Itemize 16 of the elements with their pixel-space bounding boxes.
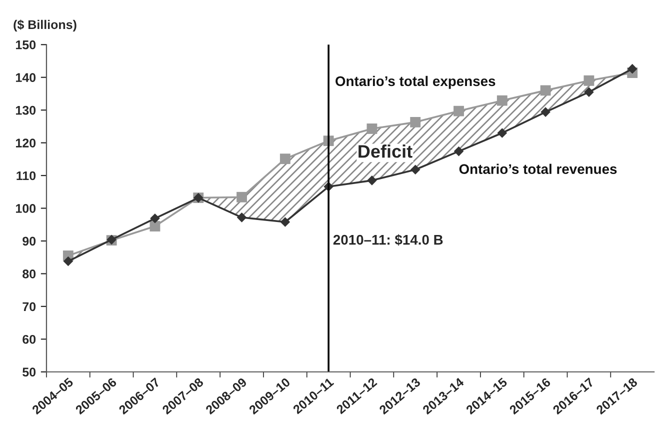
series-label: Ontario’s total revenues — [459, 164, 617, 174]
y-axis-title: ($ Billions) — [14, 20, 76, 32]
y-tick-label: 60 — [22, 334, 36, 344]
y-tick-label: 130 — [16, 106, 36, 115]
y-tick-label: 90 — [22, 236, 36, 246]
y-tick-label: 150 — [16, 40, 36, 50]
ref-line-label: 2010–11: $14.0 B — [333, 234, 443, 246]
series-label: Ontario’s total expenses — [336, 76, 496, 89]
y-tick-label: 100 — [16, 204, 36, 213]
y-tick-label: 70 — [22, 302, 36, 312]
y-tick-label: 140 — [16, 73, 36, 82]
y-tick-label: 80 — [22, 270, 36, 278]
y-tick-label: 110 — [16, 171, 36, 180]
annotation: Deficit — [358, 144, 412, 158]
y-tick-label: 50 — [22, 368, 36, 377]
y-tick-label: 120 — [16, 138, 36, 148]
